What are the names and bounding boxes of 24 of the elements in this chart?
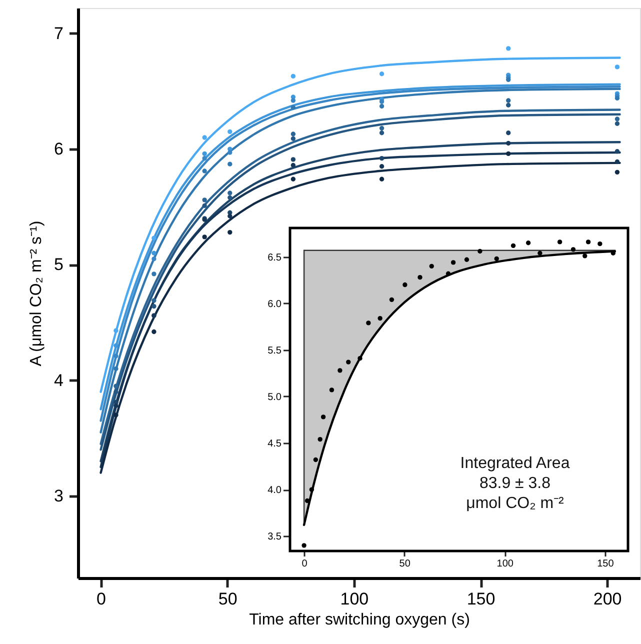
x-tick-label: 150 [597, 558, 614, 570]
y-tick-label: 4.5 [268, 438, 282, 450]
x-tick-label: 200 [593, 590, 622, 608]
x-tick-label: 50 [399, 558, 411, 570]
y-axis-title: A (μmol CO₂ m⁻² s⁻¹) [28, 220, 46, 366]
y-tick-label: 6.5 [268, 252, 282, 264]
y-tick-label: 5.0 [268, 392, 282, 403]
annotation: Integrated Area 83.9 ± 3.8 μmol CO₂ m⁻² [460, 455, 570, 512]
y-tick-label: 5 [54, 255, 64, 274]
x-axis-title: Time after switching oxygen (s) [249, 612, 470, 628]
y-tick-label: 3 [54, 486, 64, 506]
y-tick-label: 5.5 [268, 345, 282, 356]
y-tick-label: 3.5 [268, 532, 282, 543]
x-tick-label: 0 [96, 590, 106, 608]
y-tick-label: 6 [54, 140, 64, 159]
y-tick-label: 6.0 [268, 298, 282, 310]
x-tick-label: 100 [340, 590, 369, 608]
y-tick-label: 4.0 [268, 485, 282, 496]
x-tick-label: 150 [466, 590, 496, 608]
x-tick-label: 0 [302, 558, 308, 570]
x-tick-label: 100 [496, 558, 514, 570]
y-tick-label: 7 [54, 24, 64, 43]
x-tick-label: 50 [218, 590, 238, 608]
y-tick-label: 4 [54, 370, 64, 390]
